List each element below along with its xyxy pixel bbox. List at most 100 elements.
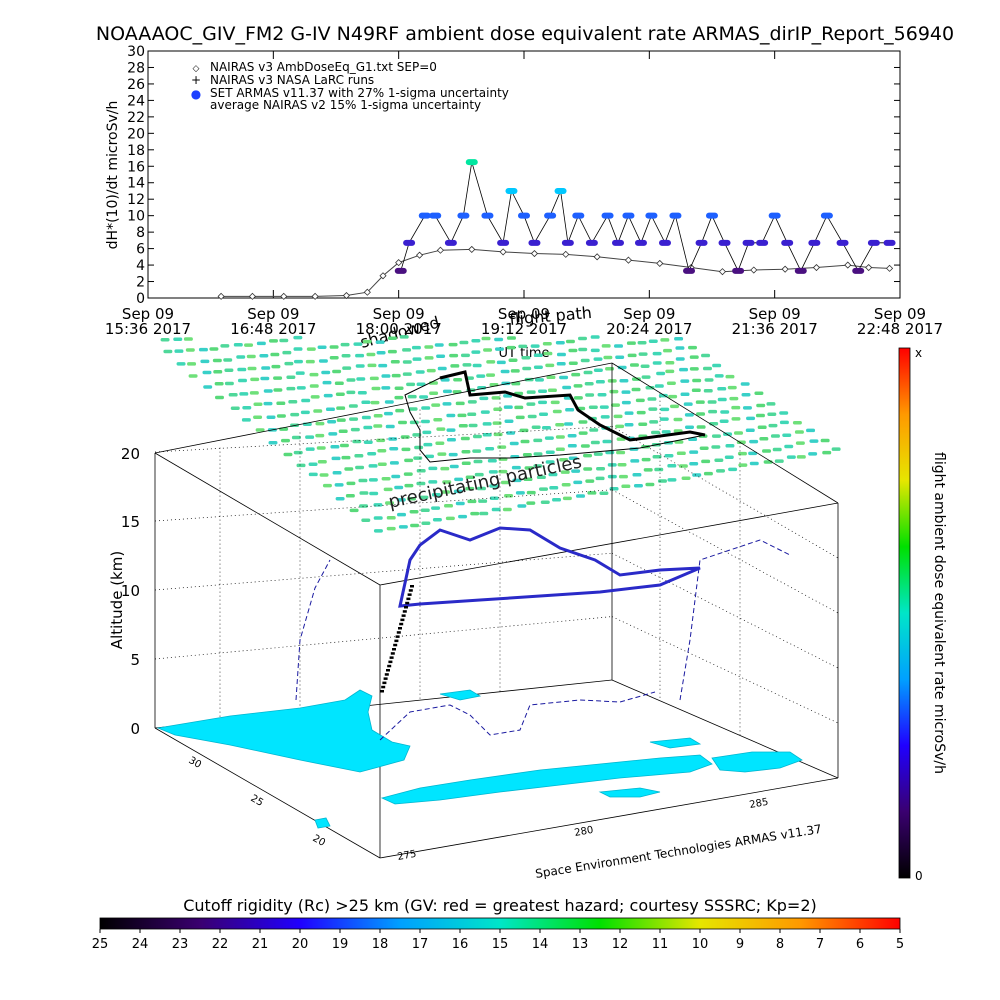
particle-mark xyxy=(667,478,677,482)
particle-mark xyxy=(408,407,418,411)
particle-mark xyxy=(696,412,706,416)
particle-mark xyxy=(831,447,841,451)
particle-mark xyxy=(472,434,482,439)
ascent-point xyxy=(405,601,410,605)
particle-mark xyxy=(455,501,465,506)
particle-mark xyxy=(328,432,338,436)
particle-mark xyxy=(691,388,701,393)
particle-mark xyxy=(435,441,445,445)
particle-mark xyxy=(431,493,441,497)
y-tick-label: 14 xyxy=(127,176,145,192)
particle-mark xyxy=(421,406,431,410)
rigidity-tick-label: 12 xyxy=(612,937,629,952)
particle-mark xyxy=(580,444,590,448)
land-florida xyxy=(156,689,411,773)
particle-mark xyxy=(770,434,780,438)
particle-mark xyxy=(717,387,727,391)
ascent-point xyxy=(380,690,384,693)
particle-mark xyxy=(291,435,301,440)
particle-mark xyxy=(373,503,383,507)
particle-mark xyxy=(440,378,450,382)
particle-mark xyxy=(616,450,626,455)
particle-mark xyxy=(448,452,458,457)
particle-mark xyxy=(397,512,407,517)
particle-mark xyxy=(590,440,600,445)
ascent-point xyxy=(395,635,400,638)
lon-axis-ticks: 275 280 285 xyxy=(397,797,770,863)
floor-track-projection xyxy=(379,691,656,741)
particle-mark xyxy=(306,347,316,351)
particle-mark xyxy=(792,420,802,425)
x-tick-date: Sep 09 xyxy=(623,305,675,323)
particle-mark xyxy=(633,483,643,488)
particle-mark xyxy=(400,435,410,439)
particle-mark xyxy=(359,491,369,495)
particle-mark xyxy=(627,353,637,358)
particle-mark xyxy=(720,410,730,414)
particle-mark xyxy=(795,441,805,445)
particle-mark xyxy=(520,439,530,444)
particle-mark xyxy=(389,446,399,451)
particle-mark xyxy=(323,393,333,398)
particle-mark xyxy=(426,368,436,373)
armas-point xyxy=(505,187,518,194)
particle-mark xyxy=(363,425,373,430)
lat-axis-ticks: 20 25 30 xyxy=(187,755,328,849)
particle-mark xyxy=(442,389,452,394)
particle-mark xyxy=(296,386,306,390)
particle-mark xyxy=(657,479,667,483)
particle-mark xyxy=(293,347,303,351)
particle-mark xyxy=(685,425,695,429)
rigidity-tick-label: 9 xyxy=(736,937,744,952)
particle-mark xyxy=(332,369,342,374)
lat-tick-20: 20 xyxy=(311,833,328,849)
particle-mark xyxy=(552,498,562,502)
box-floor-left xyxy=(154,727,381,859)
z-tick-0: 0 xyxy=(130,720,140,738)
armas-point xyxy=(867,239,880,246)
armas-point xyxy=(481,212,494,219)
nairas-point xyxy=(750,266,758,274)
ascent-point xyxy=(383,677,388,680)
particle-mark xyxy=(279,338,289,343)
particle-mark xyxy=(502,507,512,512)
particle-mark xyxy=(401,447,411,452)
precipitating-particles-label: precipitating particles xyxy=(387,451,584,512)
particle-mark xyxy=(237,378,247,383)
particle-mark xyxy=(357,391,367,395)
particle-mark xyxy=(383,411,393,416)
particle-mark xyxy=(637,340,647,345)
particle-mark xyxy=(666,381,676,386)
particle-mark xyxy=(450,364,460,368)
particle-mark xyxy=(583,467,593,471)
particle-mark xyxy=(492,421,502,425)
particle-mark xyxy=(349,508,359,513)
legend-label-armas: SET ARMAS v11.37 with 27% 1-sigma uncert… xyxy=(210,86,509,100)
ascent-point xyxy=(392,648,396,651)
particle-mark xyxy=(355,364,365,368)
particle-mark xyxy=(377,449,387,453)
x-tick-time: 22:48 2017 xyxy=(857,320,943,338)
particle-mark xyxy=(325,407,335,412)
particle-mark xyxy=(479,396,489,401)
particle-mark xyxy=(283,452,293,457)
armas-point xyxy=(554,187,567,194)
particle-mark xyxy=(224,368,234,372)
particle-mark xyxy=(680,392,690,397)
particle-mark xyxy=(538,400,548,405)
particle-mark xyxy=(509,441,519,446)
particle-mark xyxy=(437,366,447,371)
particle-mark xyxy=(493,407,503,412)
particle-mark xyxy=(630,459,640,463)
particle-mark xyxy=(385,424,395,429)
particle-mark xyxy=(533,353,543,358)
particle-mark xyxy=(200,359,210,364)
x-tick-time: 21:36 2017 xyxy=(732,320,818,338)
particle-mark xyxy=(725,444,735,448)
particle-mark xyxy=(329,345,339,349)
particle-mark xyxy=(444,504,454,508)
particle-mark xyxy=(424,356,434,360)
ascent-point xyxy=(404,606,408,609)
armas-point xyxy=(794,267,807,274)
